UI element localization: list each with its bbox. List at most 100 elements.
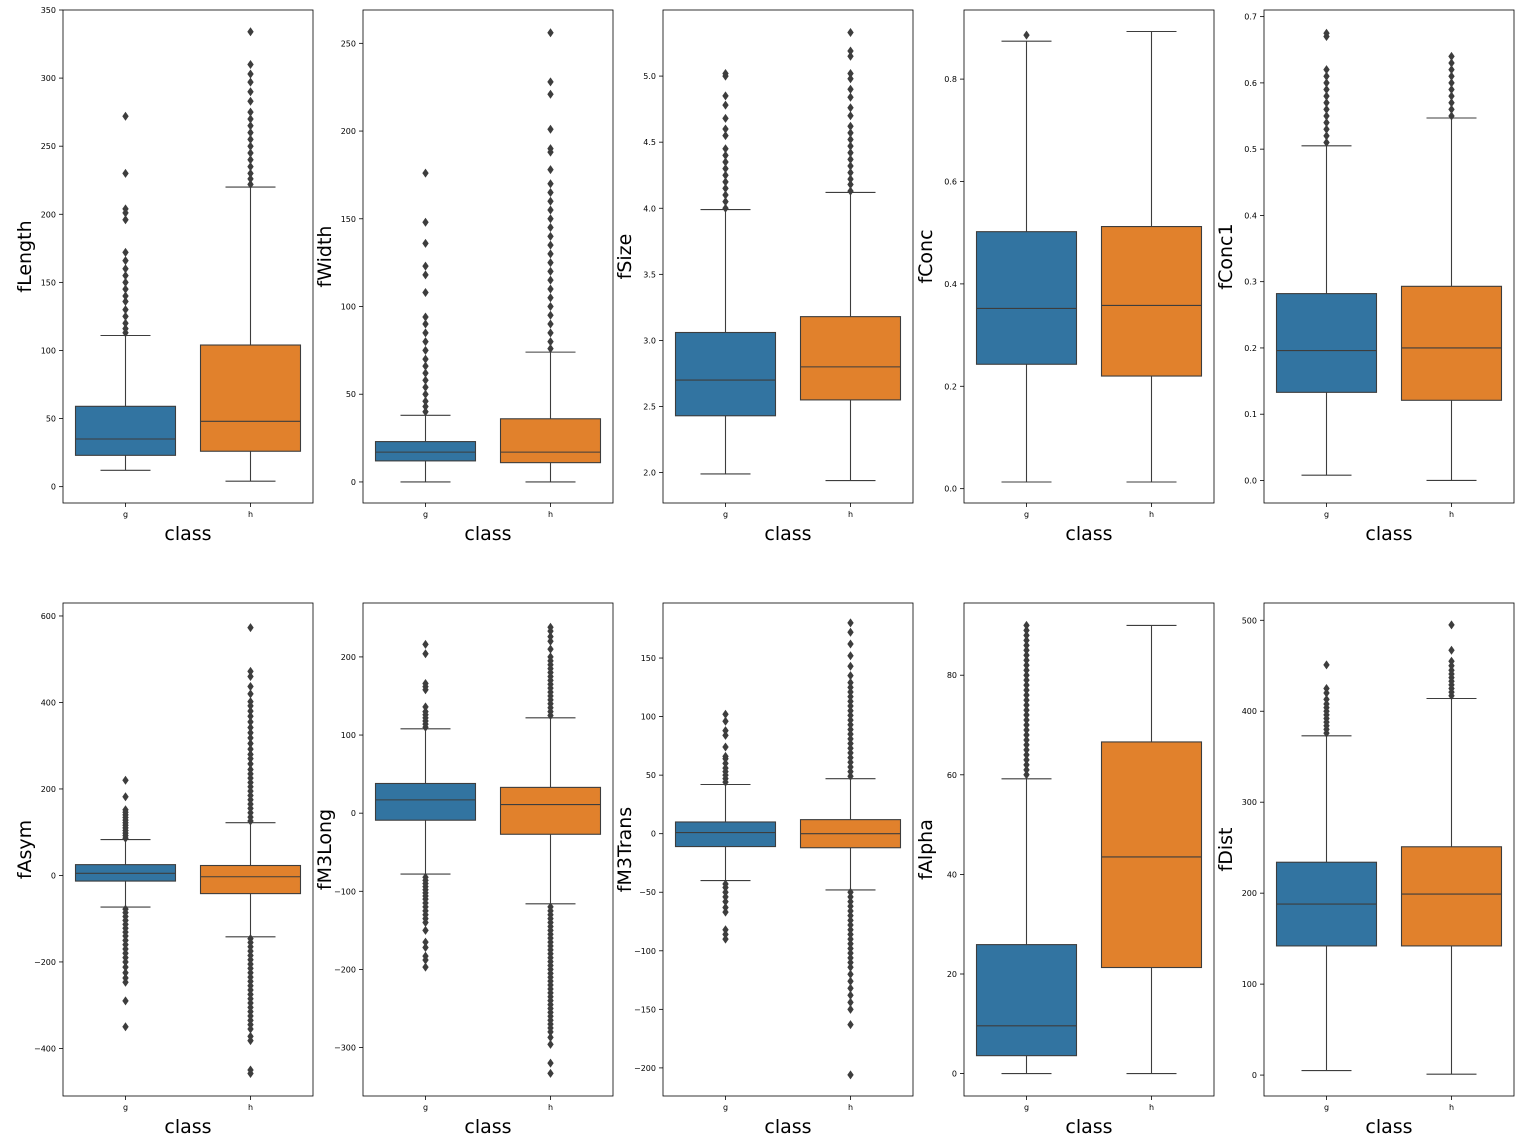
outlier-point [847,757,854,767]
outlier-point [847,111,854,121]
outlier-point [847,743,854,753]
outlier-point [1023,620,1030,630]
outlier-point [1323,65,1330,75]
outlier-point [847,962,854,972]
outlier-point [247,134,254,144]
outlier-point [847,892,854,902]
x-tick-label: g [1024,1103,1029,1112]
outlier-point [247,59,254,69]
outlier-point [422,639,429,649]
x-tick-label: h [1449,510,1454,519]
outlier-point [422,328,429,338]
outlier-point [722,929,729,939]
outlier-point [847,74,854,84]
y-tick-label: 150 [341,215,356,224]
outlier-point [847,906,854,916]
outlier-point [847,739,854,749]
box-h [799,27,902,482]
outlier-point [547,275,554,285]
y-tick-label: 400 [41,698,56,707]
outlier-point [422,918,429,928]
box-h [799,618,902,1080]
outlier-point [422,955,429,965]
outlier-point [722,150,729,160]
outlier-point [1023,725,1030,735]
box-body [799,316,902,401]
y-axis-label: fM3Trans [614,807,636,892]
subplot-fSize: g h 2.0 2.5 3.0 3.5 4.0 4.5 5.0 class fSize [614,9,914,545]
outlier-point [847,915,854,925]
outlier-point [847,701,854,711]
outlier-point [847,103,854,113]
outlier-point [247,744,254,754]
outlier-point [1023,625,1030,635]
x-axis-label: class [1365,1116,1412,1138]
outlier-point [1023,645,1030,655]
x-axis-label: class [764,523,811,545]
outlier-point [247,764,254,774]
y-tick-label: 0.4 [1244,211,1257,220]
outlier-point [1023,700,1030,710]
outlier-point [247,759,254,769]
outlier-point [547,266,554,276]
outlier-point [547,223,554,233]
outlier-point [247,148,254,158]
outlier-point [847,661,854,671]
box-h [199,623,302,1079]
outlier-point [547,1058,554,1068]
outlier-point [547,302,554,312]
outlier-point [247,107,254,117]
outlier-point [1023,660,1030,670]
y-tick-label: −100 [634,947,656,956]
y-axis-label: fDist [1215,828,1237,872]
outlier-point [847,939,854,949]
outlier-point [847,990,854,1000]
outlier-point [247,179,254,189]
outlier-point [422,407,429,417]
outlier-point [847,168,854,178]
outlier-point [722,203,729,213]
outlier-point [422,382,429,392]
plot-frame [963,9,1215,504]
outlier-point [1448,111,1455,121]
outlier-point [422,678,429,688]
box-body [1100,226,1203,377]
outlier-point [547,231,554,241]
subplot-fConc: g h 0.0 0.2 0.4 0.6 0.8 class fConc [915,9,1215,545]
box-g [674,68,777,475]
y-tick-label: 400 [1242,707,1257,716]
outlier-point [547,214,554,224]
outlier-point [847,753,854,763]
outlier-point [247,697,254,707]
outlier-point [547,344,554,354]
outlier-point [847,696,854,706]
outlier-point [847,943,854,953]
outlier-point [847,678,854,688]
outlier-point [422,361,429,371]
plot-frame [62,602,314,1097]
outlier-point [1448,98,1455,108]
outlier-point [1023,685,1030,695]
outlier-point [1448,620,1455,630]
outlier-point [722,183,729,193]
outlier-point [247,749,254,759]
y-tick-label: 0 [1252,1071,1257,1080]
outlier-point [722,742,729,752]
outlier-point [847,925,854,935]
subplot-fAsym: g h −400 −200 0 200 400 600 class fAsym [14,602,314,1138]
outlier-point [847,148,854,158]
outlier-point [422,261,429,271]
box-h [499,622,602,1078]
outlier-point [1323,124,1330,134]
outlier-point [847,186,854,196]
outlier-point [247,728,254,738]
outlier-point [547,179,554,189]
outlier-point [247,681,254,691]
outlier-point [847,748,854,758]
y-tick-label: 0.2 [1244,344,1257,353]
outlier-point [122,805,129,815]
y-tick-label: 4.0 [643,204,656,213]
outlier-point [422,649,429,659]
outlier-point [1323,78,1330,88]
